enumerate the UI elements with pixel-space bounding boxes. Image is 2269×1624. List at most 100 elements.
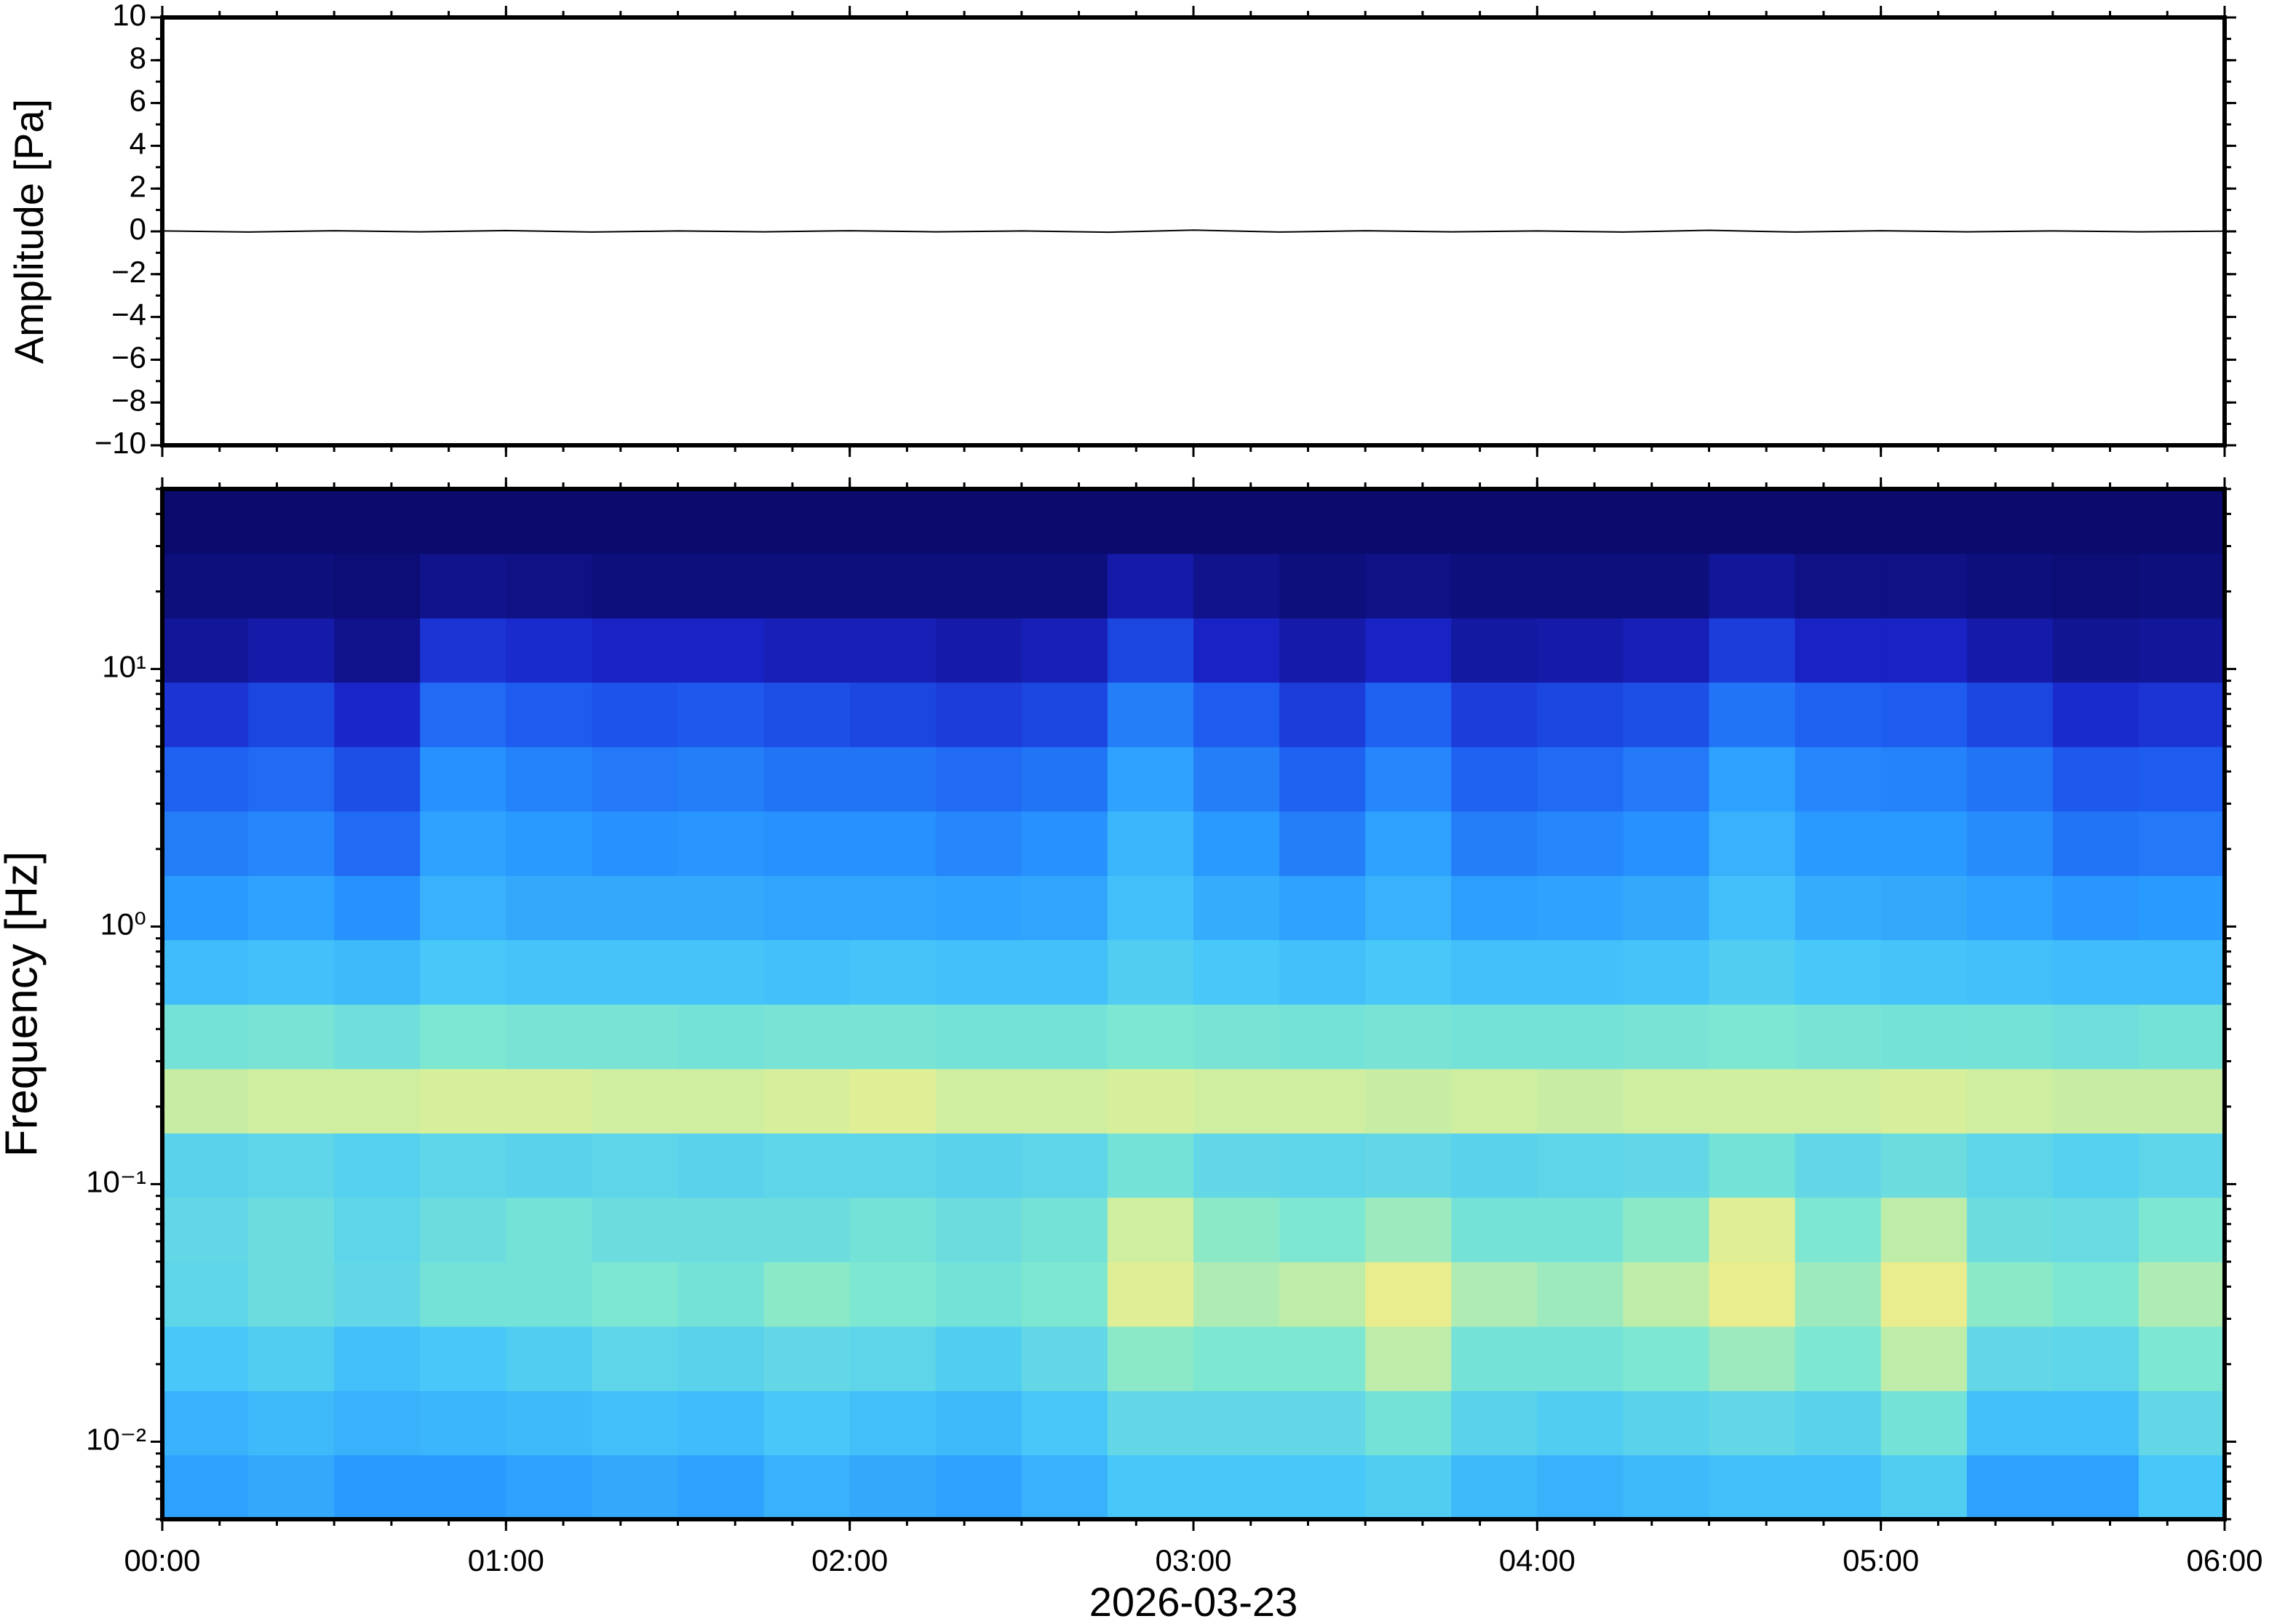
spectrogram-cell — [1880, 1262, 1968, 1327]
spectrogram-cell — [763, 747, 851, 812]
spectrogram-cell — [506, 618, 593, 683]
spectrogram-cell — [1709, 747, 1796, 812]
spectrogram-cell — [1021, 1068, 1108, 1134]
spectrogram-cell — [420, 1004, 507, 1070]
spectrogram-cell — [1365, 1197, 1453, 1262]
spectrogram-cell — [1709, 553, 1796, 618]
spectrogram-cell — [677, 1262, 765, 1327]
spectrogram-cell — [1623, 939, 1710, 1005]
spectrogram-cell — [1880, 553, 1968, 618]
spectrogram-cell — [1623, 553, 1710, 618]
spectrogram-cell — [763, 1454, 851, 1520]
spectrogram-cell — [1279, 1326, 1366, 1391]
spectrogram-cell — [1193, 1004, 1280, 1070]
spectrogram-cell — [1193, 1133, 1280, 1198]
spectrogram-cell — [1709, 1262, 1796, 1327]
y-tick-label: −6 — [111, 340, 146, 374]
spectrogram-cell — [2138, 1068, 2225, 1134]
spectrogram-cell — [162, 1326, 249, 1391]
spectrogram-cell — [1623, 875, 1710, 941]
spectrogram-cell — [1880, 1068, 1968, 1134]
spectrogram-cell — [420, 553, 507, 618]
spectrogram-cell — [1709, 1004, 1796, 1070]
spectrogram-cell — [849, 618, 937, 683]
spectrogram-cell — [1193, 682, 1280, 747]
spectrogram-cell — [849, 747, 937, 812]
spectrogram-cell — [1795, 1197, 1882, 1262]
spectrogram-cell — [2052, 1004, 2139, 1070]
spectrogram-cell — [248, 489, 335, 554]
y-tick-label: 2 — [130, 169, 146, 203]
spectrogram-cell — [677, 1068, 765, 1134]
spectrogram-cell — [162, 618, 249, 683]
spectrogram-cell — [248, 618, 335, 683]
spectrogram-cell — [1107, 1454, 1194, 1520]
spectrogram-cell — [420, 1197, 507, 1262]
spectrogram-cell — [2052, 489, 2139, 554]
spectrogram-cell — [1966, 1068, 2054, 1134]
spectrogram-cell — [763, 811, 851, 876]
spectrogram-cell — [2138, 1262, 2225, 1327]
spectrogram-cell — [1709, 1390, 1796, 1456]
spectrogram-cell — [677, 875, 765, 941]
spectrogram-cell — [506, 1326, 593, 1391]
spectrogram-cell — [1966, 618, 2054, 683]
y-tick-label: 10¹ — [102, 650, 146, 684]
spectrogram-cell — [2052, 875, 2139, 941]
spectrogram-cell — [849, 1068, 937, 1134]
spectrogram-cell — [1880, 1197, 1968, 1262]
spectrogram-cell — [592, 1390, 679, 1456]
spectrogram-cell — [506, 1068, 593, 1134]
spectrogram-cell — [2052, 682, 2139, 747]
spectrogram-cell — [1365, 553, 1453, 618]
spectrogram-cell — [849, 1133, 937, 1198]
spectrogram-cell — [1107, 939, 1194, 1005]
plot-frame — [160, 487, 2227, 1521]
spectrogram-cell — [1193, 1262, 1280, 1327]
spectrogram-cell — [1709, 1133, 1796, 1198]
spectrogram-cell — [1966, 1390, 2054, 1456]
spectrogram-cell — [1365, 1262, 1453, 1327]
spectrogram-cell — [677, 1133, 765, 1198]
spectrogram-cell — [935, 1004, 1022, 1070]
spectrogram-cell — [592, 1262, 679, 1327]
spectrogram-cell — [1193, 489, 1280, 554]
spectrogram-cell — [1451, 1004, 1538, 1070]
spectrogram-cell — [1966, 1004, 2054, 1070]
spectrogram-cell — [1880, 875, 1968, 941]
spectrogram-cell — [1279, 747, 1366, 812]
spectrogram-cell — [1623, 1133, 1710, 1198]
spectrogram-cell — [162, 489, 249, 554]
spectrogram-cell — [1623, 489, 1710, 554]
spectrogram-cell — [1537, 875, 1624, 941]
y-tick-label: 10⁰ — [100, 907, 146, 942]
spectrogram-cell — [1709, 682, 1796, 747]
spectrogram-cell — [2138, 811, 2225, 876]
spectrogram-cell — [763, 1068, 851, 1134]
spectrogram-cell — [592, 939, 679, 1005]
spectrogram-cell — [1193, 1326, 1280, 1391]
spectrogram-cell — [1623, 811, 1710, 876]
spectrogram-cell — [334, 553, 421, 618]
spectrogram-cell — [592, 1004, 679, 1070]
spectrogram-cell — [763, 939, 851, 1005]
spectrogram-cell — [2052, 1454, 2139, 1520]
spectrogram-cell — [592, 1197, 679, 1262]
spectrogram-cell — [1966, 1326, 2054, 1391]
spectrogram-cell — [1880, 1390, 1968, 1456]
spectrogram-cell — [334, 1197, 421, 1262]
spectrogram-cell — [1107, 1004, 1194, 1070]
spectrogram-cell — [592, 553, 679, 618]
spectrogram-cell — [1021, 489, 1108, 554]
spectrogram-cell — [1279, 1004, 1366, 1070]
spectrogram-cell — [1709, 811, 1796, 876]
spectrogram-cell — [2052, 939, 2139, 1005]
spectrogram-cell — [592, 811, 679, 876]
spectrogram-cell — [1709, 1326, 1796, 1391]
spectrogram-cell — [420, 939, 507, 1005]
spectrogram-cell — [334, 811, 421, 876]
spectrogram-cell — [935, 1133, 1022, 1198]
y-tick-label: 6 — [130, 84, 146, 118]
spectrogram-cell — [1279, 939, 1366, 1005]
